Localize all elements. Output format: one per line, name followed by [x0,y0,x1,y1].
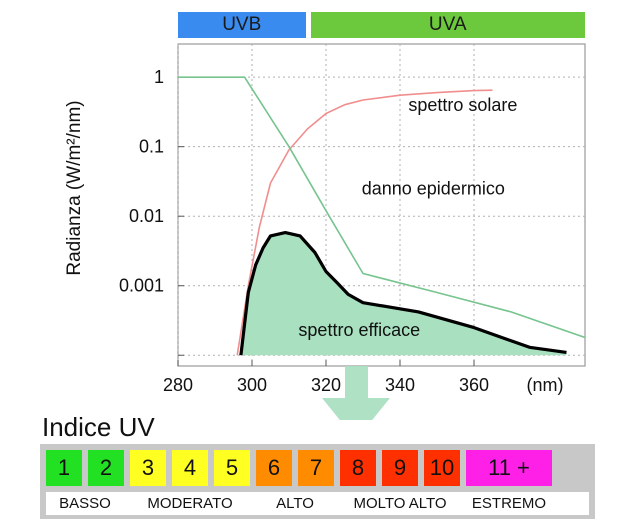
radiance-chart: 280 300 320 340 360 1 0.1 0.01 0.001 spettro so… [64,43,586,420]
x-axis-unit: (nm) [527,375,564,395]
y-tick-label: 0.01 [129,206,164,226]
uv-level-cell: 10 [424,450,460,486]
uv-category-label: MOLTO ALTO [353,495,447,512]
uv-level-row: 1 2 3 4 5 6 7 8 9 10 11 + [46,450,552,486]
uv-level-cell: 7 [298,450,334,486]
series-label: spettro solare [408,95,517,115]
x-tick-label: 320 [311,375,341,395]
series-labels: spettro solare danno epidermico spettro ef… [298,95,517,340]
series-fill [240,232,567,356]
x-tick-label: 340 [385,375,415,395]
series-layer [178,76,585,356]
y-axis-label: Radianza (W/m²/nm) [64,100,85,275]
uv-category-label: ALTO [276,495,314,512]
uv-category-label: MODERATO [147,495,233,512]
y-tick-label: 1 [154,67,164,87]
y-axis-ticks: 1 0.1 0.01 0.001 [119,67,184,356]
uv-index-title: Indice UV [42,412,155,442]
y-tick-label: 0.001 [119,276,164,296]
uv-index-scale: 1 2 3 4 5 6 7 8 9 10 11 + BASSO MODERATO ALTO MOLTO A… [40,444,595,519]
series-label: spettro efficace [298,320,420,340]
uv-level-cell: 9 [382,450,418,486]
series-line [239,231,567,356]
uv-level-cell: 2 [88,450,124,486]
uv-level-cell: 1 [46,450,82,486]
y-tick-label: 0.1 [139,137,164,157]
uv-category-label: BASSO [59,495,111,512]
x-tick-label: 300 [237,375,267,395]
x-axis-ticks: 280 300 320 340 360 [163,360,489,395]
x-tick-label: 280 [163,375,193,395]
pointer-arrow [322,366,390,420]
series-line [178,76,585,339]
uv-level-cell: 3 [130,450,166,486]
uv-category-row: BASSO MODERATO ALTO MOLTO ALTO ESTREMO [46,492,589,515]
uv-band: UVB [178,12,306,38]
uv-level-cell: 4 [172,450,208,486]
series-line [236,89,493,356]
x-tick-label: 360 [459,375,489,395]
grid-lines [177,44,585,366]
uv-level-cell: 6 [256,450,292,486]
uv-level-cell: 5 [214,450,250,486]
uv-band: UVA [310,12,585,38]
uv-level-cell: 11 + [466,450,552,486]
uv-level-cell: 8 [340,450,376,486]
series-label: danno epidermico [362,179,505,199]
uv-category-label: ESTREMO [471,495,547,512]
